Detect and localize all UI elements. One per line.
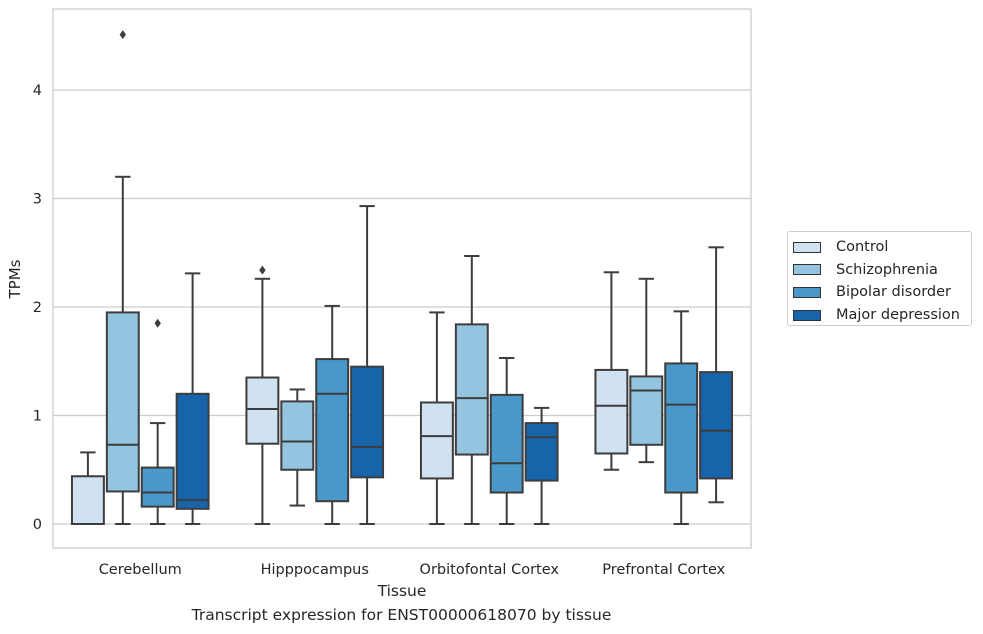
box [489, 393, 524, 494]
box-group [699, 246, 734, 504]
legend-item-schizophrenia: Schizophrenia [793, 259, 971, 282]
legend-item-major-depression: Major depression [793, 304, 971, 327]
outlier-point [154, 318, 161, 328]
box [280, 400, 315, 471]
box-group [315, 304, 350, 525]
chart-caption: Transcript expression for ENST0000061807… [191, 606, 612, 624]
box [524, 422, 559, 482]
x-tick-label: Orbitofontal Cortex [420, 562, 560, 578]
box [699, 371, 734, 480]
box [140, 466, 175, 508]
legend-label-bipolar-disorder: Bipolar disorder [836, 284, 951, 301]
y-tick-label: 1 [33, 409, 42, 425]
legend-swatch-control [793, 241, 821, 253]
y-tick-label: 0 [33, 517, 42, 533]
plot-frame [52, 8, 752, 549]
legend: Control Schizophrenia Bipolar disorder M… [787, 231, 972, 326]
legend-item-control: Control [793, 236, 971, 259]
x-tick-label: Hipppocampus [261, 562, 369, 578]
box-group [489, 356, 524, 525]
box-layer [70, 30, 734, 526]
y-tick-label: 4 [33, 83, 42, 99]
y-tick-label: 2 [33, 300, 42, 316]
box-group [454, 255, 489, 525]
box-group [419, 311, 454, 525]
box [664, 362, 699, 494]
y-tick-labels: 0 1 2 3 4 [33, 83, 42, 533]
legend-label-control: Control [836, 239, 889, 256]
x-tick-label: Prefrontal Cortex [602, 562, 725, 578]
y-axis-label: TPMs [6, 259, 24, 299]
box [315, 358, 350, 503]
box [70, 475, 105, 526]
box-group [245, 265, 280, 525]
x-tick-label: Cerebellum [99, 562, 182, 578]
legend-swatch-major-depression [793, 309, 821, 321]
x-tick-labels: Cerebellum Hipppocampus Orbitofontal Corte… [99, 562, 726, 578]
box-group [70, 451, 105, 526]
y-tick-label: 3 [33, 192, 42, 208]
legend-swatch-schizophrenia [793, 264, 821, 276]
box-group [175, 272, 210, 525]
box-group [105, 30, 140, 525]
x-axis-label: Tissue [377, 582, 427, 600]
box-group [280, 388, 315, 507]
box [175, 392, 210, 510]
box [454, 323, 489, 456]
outlier-point [259, 265, 266, 275]
box [629, 375, 664, 446]
box [419, 401, 454, 480]
box-group [664, 310, 699, 525]
outlier-point [119, 30, 126, 40]
box-group [350, 205, 385, 525]
box [350, 365, 385, 479]
box-group [140, 318, 175, 525]
box [594, 368, 629, 455]
box-group [594, 271, 629, 471]
box-group [524, 406, 559, 525]
legend-swatch-bipolar-disorder [793, 286, 821, 298]
legend-label-schizophrenia: Schizophrenia [836, 261, 938, 278]
box [245, 376, 280, 445]
box-group [629, 277, 664, 464]
legend-item-bipolar-disorder: Bipolar disorder [793, 281, 971, 304]
box [105, 311, 140, 493]
legend-label-major-depression: Major depression [836, 307, 960, 324]
